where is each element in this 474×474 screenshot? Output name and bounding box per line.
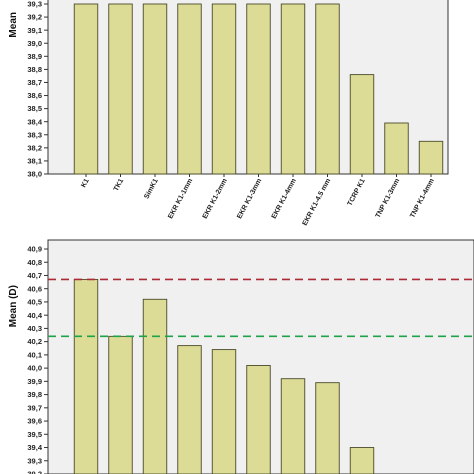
bar: [418, 140, 444, 175]
y-tick-label: 39,4: [27, 443, 42, 452]
top-chart: 38,0 38,1 38,2 38,3 38,4 38,5 38,6 38,7 38,8 38,9…: [8, 0, 449, 227]
y-axis-label: Mean (D): [8, 285, 19, 327]
bar: [384, 122, 409, 175]
y-tick-label: 39,3: [27, 0, 42, 9]
y-tick-label: 39,5: [27, 430, 42, 439]
y-tick-label: 40,1: [27, 350, 42, 359]
y-tick-label: 39,2: [27, 13, 42, 22]
x-tick-label: EKR K1-2mm: [202, 178, 229, 220]
x-tick-label: EKR K1-1mm: [167, 178, 194, 220]
y-tick-label: 40,9: [27, 245, 42, 254]
bar: [177, 345, 202, 474]
y-tick-label: 38,7: [27, 78, 42, 87]
y-tick-label: 40,0: [27, 364, 42, 373]
y-tick-label: 39,2: [27, 470, 42, 474]
y-tick-label: 38,5: [27, 104, 42, 113]
x-tick-label: K1: [80, 178, 90, 189]
y-tick-label: 38,6: [27, 91, 42, 100]
y-tick-label: 40,5: [27, 298, 42, 307]
x-tick-label: SimK1: [143, 178, 159, 201]
x-tick-label: EKR K1-4mm: [271, 178, 298, 220]
y-tick-label: 38,9: [27, 52, 42, 61]
y-tick-label: 40,2: [27, 337, 42, 346]
bar: [280, 378, 306, 474]
bottom-chart: 39,2 39,3 39,4 39,5 39,6 39,7 39,8 39,9 40,0 40,1…: [8, 239, 474, 474]
y-tick-label: 40,4: [27, 311, 42, 320]
bar: [246, 3, 271, 175]
x-tick-label: TK1: [113, 178, 125, 193]
x-tick-label: TNP K1-3mm: [375, 178, 402, 220]
bar: [73, 278, 99, 474]
bar: [211, 3, 237, 175]
y-tick-label: 38,4: [27, 117, 42, 126]
y-tick-label: 39,1: [27, 26, 42, 35]
y-tick-label: 40,6: [27, 284, 42, 293]
x-tick-label: TNP K1-4mm: [409, 178, 436, 220]
y-tick-label: 38,8: [27, 65, 42, 74]
y-tick-label: 39,3: [27, 456, 42, 465]
y-tick-label: 38,2: [27, 143, 42, 152]
y-tick-label: 39,8: [27, 390, 42, 399]
bar: [73, 3, 99, 175]
bar: [211, 349, 237, 474]
y-tick-label: 40,8: [27, 258, 42, 267]
x-tick-label: TCRP K1: [347, 178, 367, 208]
x-tick-label: EKR K1-3mm: [236, 178, 263, 220]
y-tick-label: 38,1: [27, 157, 42, 166]
bar: [142, 3, 168, 175]
y-tick-label: 40,3: [27, 324, 42, 333]
y-tick-label: 38,3: [27, 130, 42, 139]
bar: [349, 447, 375, 474]
y-tick-label: 39,6: [27, 417, 42, 426]
y-tick-label: 38,0: [27, 170, 42, 179]
bar: [108, 335, 133, 474]
bar: [349, 74, 375, 175]
bar: [108, 3, 133, 175]
x-tick-label: EKR K1-4.5 mm: [302, 178, 333, 227]
bar: [280, 3, 306, 175]
y-tick-label: 39,0: [27, 39, 42, 48]
y-tick-label: 39,9: [27, 377, 42, 386]
y-tick-label: 40,7: [27, 271, 42, 280]
bar: [315, 3, 340, 175]
bar: [142, 298, 168, 474]
y-tick-label: 39,7: [27, 403, 42, 412]
bar: [246, 365, 271, 474]
y-axis-label: Mean: [8, 12, 19, 38]
bar: [177, 3, 202, 175]
bar: [315, 382, 340, 474]
